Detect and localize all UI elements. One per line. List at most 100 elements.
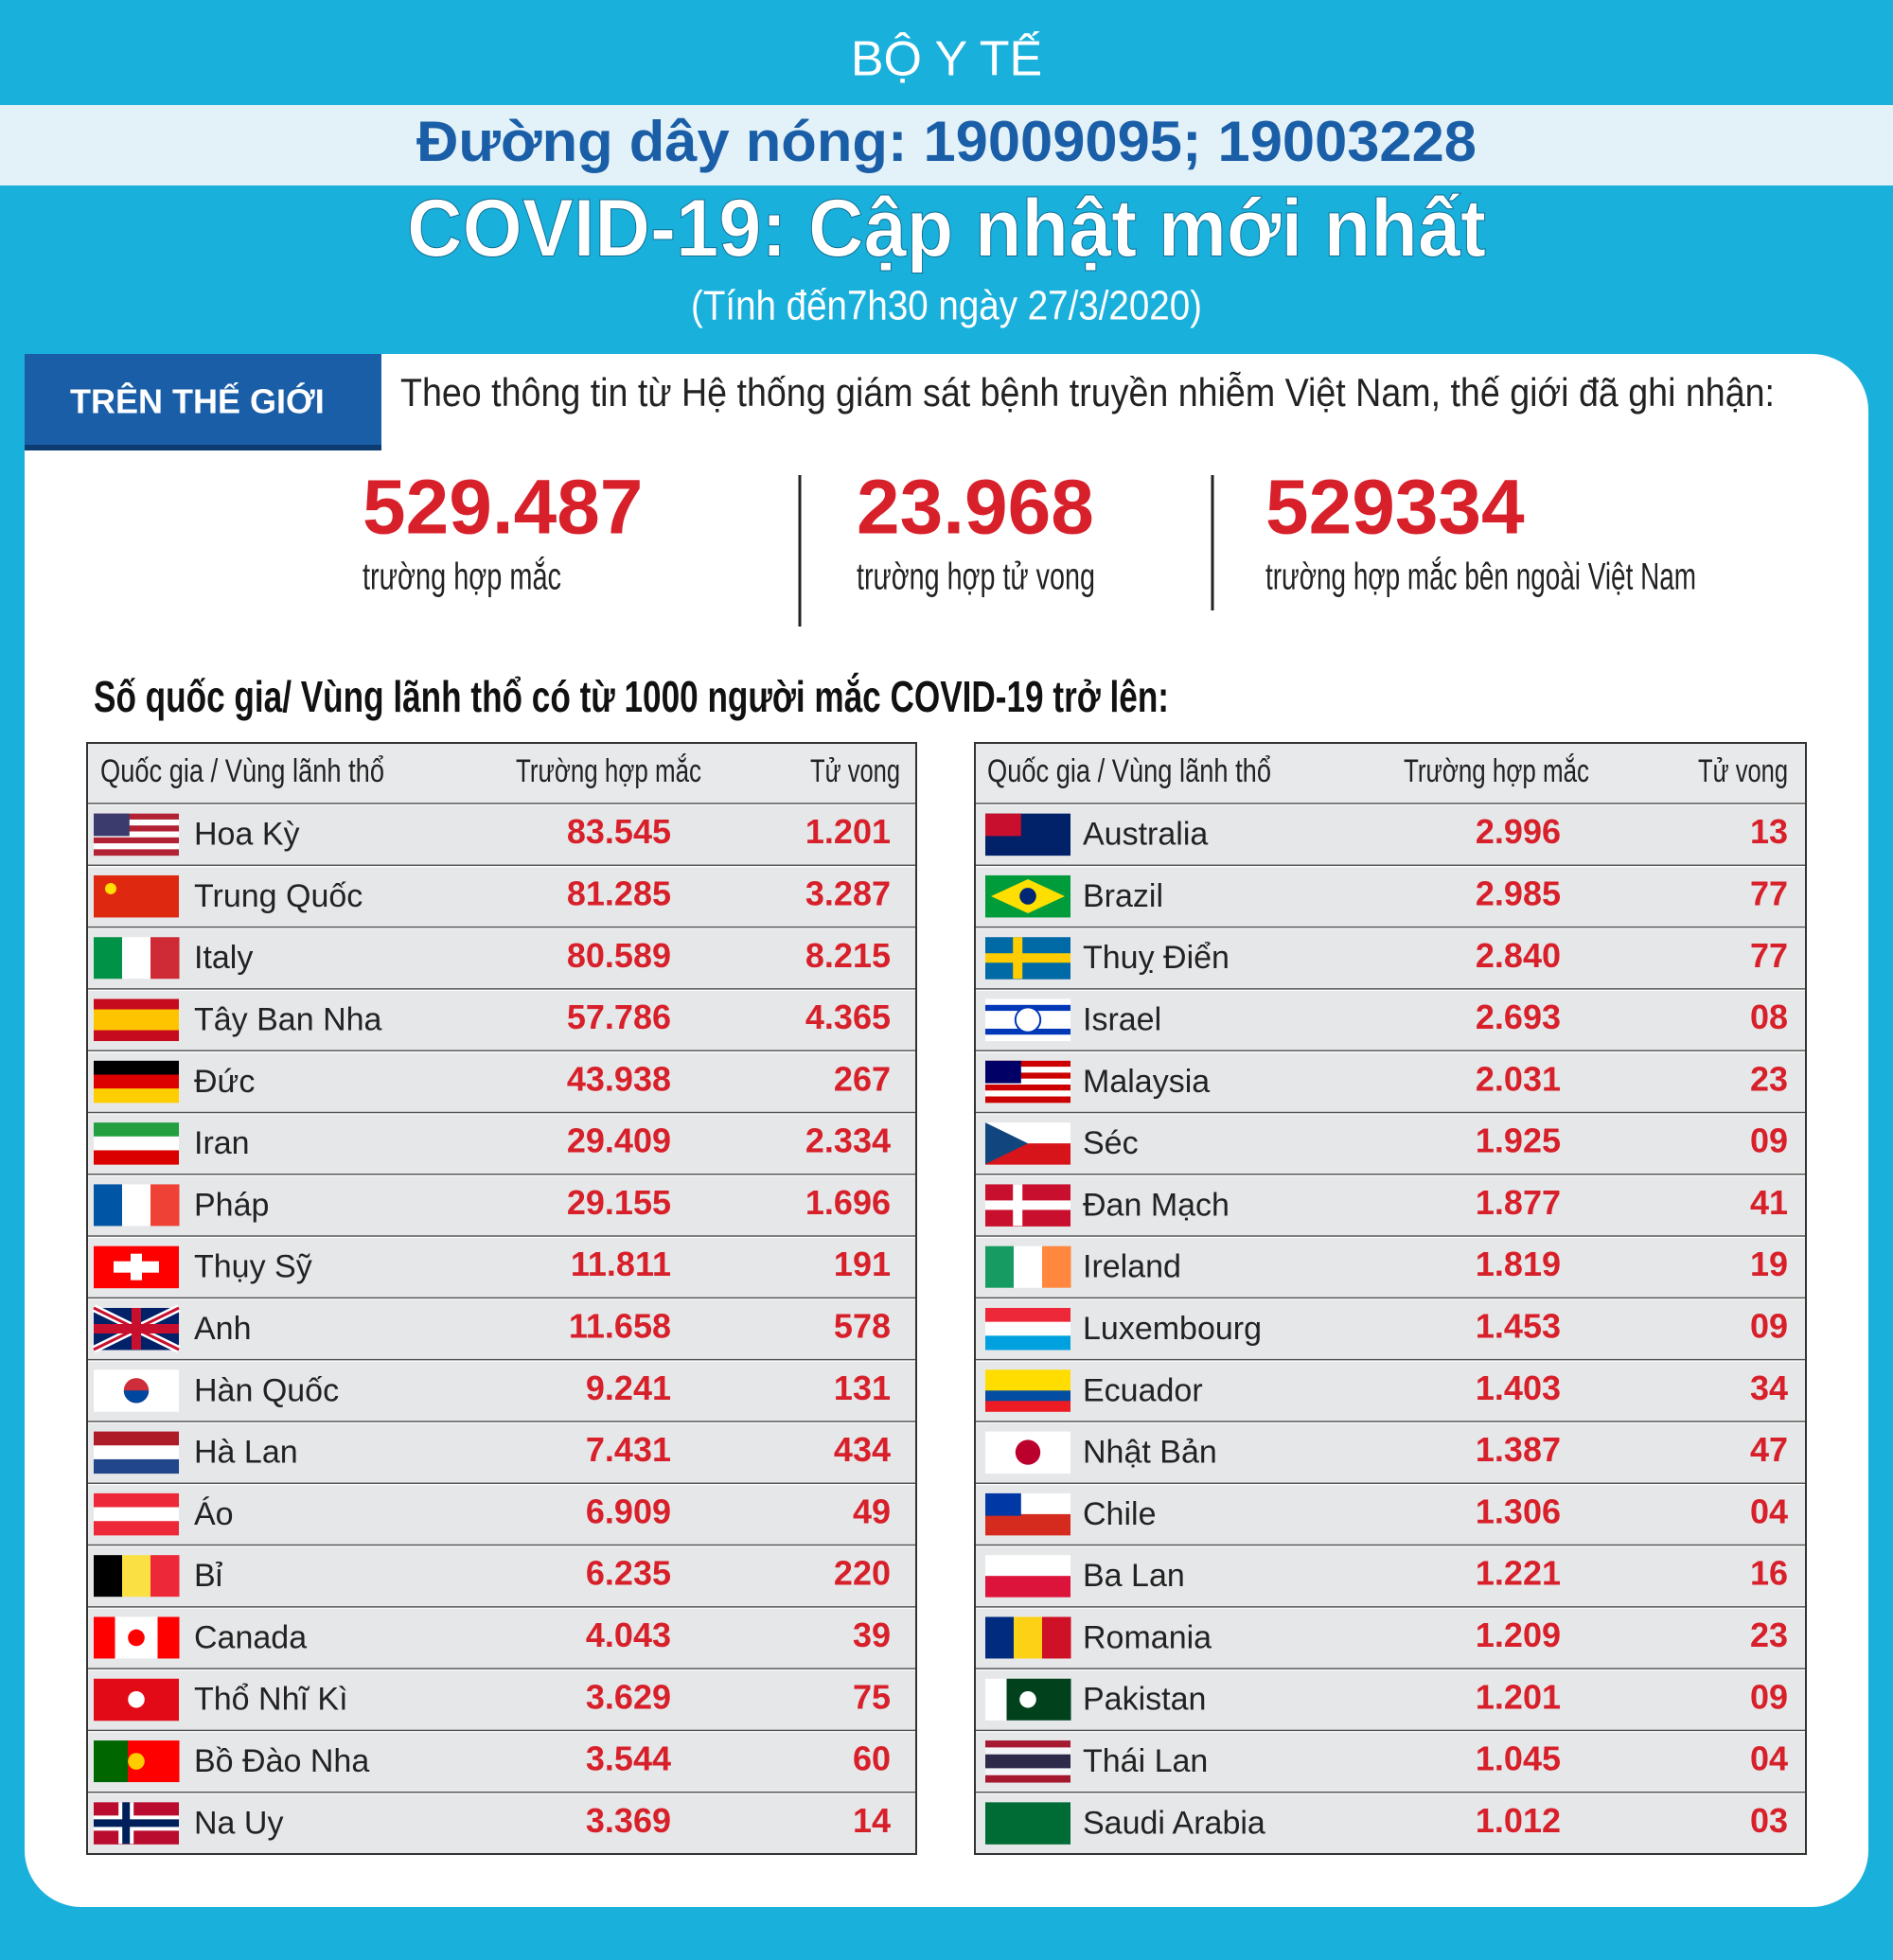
flag-stripe bbox=[94, 937, 123, 980]
flag-star bbox=[105, 882, 116, 894]
table-row bbox=[87, 1546, 916, 1606]
flag-stripe bbox=[985, 1090, 1070, 1098]
flag-stripe bbox=[150, 937, 180, 980]
flag bbox=[92, 1304, 181, 1353]
flag bbox=[985, 1802, 1070, 1845]
flag-stripe bbox=[94, 874, 179, 918]
table-row bbox=[87, 805, 916, 865]
flag-stripe bbox=[985, 1067, 1070, 1073]
cases: 9.241 bbox=[586, 1368, 671, 1407]
table-row bbox=[975, 1114, 1806, 1174]
flag-stripe bbox=[1042, 1616, 1071, 1659]
flag-stripe bbox=[985, 1369, 1070, 1381]
flag-stripe bbox=[94, 837, 179, 844]
flag-stripe bbox=[94, 819, 179, 826]
table-row bbox=[87, 1732, 916, 1792]
flag bbox=[94, 1184, 180, 1227]
country-name: Iran bbox=[194, 1125, 250, 1161]
flag bbox=[94, 1616, 180, 1659]
deaths: 77 bbox=[1750, 936, 1788, 975]
table-row bbox=[87, 1608, 916, 1669]
country-name: Saudi Arabia bbox=[1083, 1805, 1265, 1841]
flag-stripe bbox=[985, 1513, 1070, 1536]
flag-stripe bbox=[985, 1747, 1070, 1756]
flag bbox=[94, 1369, 179, 1412]
stat-value: 529.487 bbox=[363, 465, 643, 551]
flag bbox=[94, 1555, 180, 1598]
table-row bbox=[87, 1299, 916, 1359]
country-name: Hoa Kỳ bbox=[194, 817, 300, 853]
cases: 6.235 bbox=[586, 1554, 671, 1593]
cases: 2.693 bbox=[1476, 998, 1561, 1036]
cases: 3.629 bbox=[586, 1677, 671, 1716]
flag bbox=[94, 874, 179, 918]
deaths: 49 bbox=[853, 1492, 891, 1530]
flag-stripe bbox=[985, 1335, 1070, 1351]
deaths: 1.696 bbox=[805, 1183, 891, 1222]
flag-cross bbox=[985, 953, 1070, 963]
deaths: 1.201 bbox=[805, 812, 891, 851]
flag bbox=[94, 1492, 179, 1536]
deaths: 191 bbox=[834, 1245, 891, 1283]
country-name: Israel bbox=[1083, 1002, 1161, 1038]
cases: 1.925 bbox=[1476, 1121, 1561, 1160]
flag-stripe bbox=[94, 1740, 112, 1783]
deaths: 09 bbox=[1750, 1677, 1788, 1716]
cases: 1.877 bbox=[1476, 1183, 1561, 1222]
flag bbox=[985, 1492, 1070, 1536]
flag-stripe bbox=[94, 825, 179, 833]
flag-stripe bbox=[94, 1521, 179, 1536]
flag bbox=[94, 1245, 179, 1289]
table-row bbox=[87, 867, 916, 927]
table-border bbox=[974, 742, 1807, 1855]
flag-canton bbox=[985, 1060, 1021, 1084]
flag-stripe bbox=[985, 1308, 1070, 1323]
cases: 3.369 bbox=[586, 1801, 671, 1840]
flag-stripe bbox=[94, 813, 179, 821]
flag-stripe bbox=[122, 1184, 151, 1227]
column-header: Tử vong bbox=[1698, 753, 1788, 789]
deaths: 04 bbox=[1750, 1739, 1788, 1778]
flag bbox=[985, 1245, 1071, 1288]
flag-stripe bbox=[94, 831, 179, 839]
country-name: Australia bbox=[1083, 817, 1208, 853]
deaths: 47 bbox=[1750, 1430, 1788, 1469]
flag bbox=[985, 1060, 1070, 1104]
flag-stripe bbox=[1042, 1245, 1071, 1288]
cases: 80.589 bbox=[567, 936, 671, 975]
flag-canton bbox=[985, 813, 1021, 837]
deaths: 77 bbox=[1750, 874, 1788, 912]
flag bbox=[985, 874, 1070, 918]
country-name: Nhật Bản bbox=[1083, 1435, 1217, 1471]
flag-stripe bbox=[145, 1740, 163, 1783]
flag-emblem bbox=[128, 1629, 145, 1647]
deaths: 08 bbox=[1750, 998, 1788, 1036]
flag-stripe bbox=[94, 1009, 179, 1021]
table-row bbox=[975, 867, 1806, 927]
flag-stripe bbox=[150, 1184, 180, 1227]
flag-stripe bbox=[136, 1616, 158, 1659]
flag-stripe bbox=[1014, 1616, 1043, 1659]
hotline-band bbox=[0, 105, 1893, 185]
country-name: Đức bbox=[194, 1064, 255, 1100]
table-row bbox=[87, 1485, 916, 1545]
cases: 1.209 bbox=[1476, 1616, 1561, 1654]
table-row bbox=[975, 1238, 1806, 1298]
country-name: Trung Quốc bbox=[194, 878, 363, 914]
flag-stripe bbox=[122, 1555, 151, 1598]
table-row bbox=[87, 928, 916, 988]
country-name: Hà Lan bbox=[194, 1435, 298, 1471]
cases: 1.306 bbox=[1476, 1492, 1561, 1530]
flag-stripe bbox=[985, 1078, 1070, 1086]
deaths: 3.287 bbox=[805, 874, 891, 912]
table-row bbox=[975, 1299, 1806, 1359]
flag-stripe bbox=[94, 1122, 179, 1138]
cases: 1.012 bbox=[1476, 1801, 1561, 1840]
cases: 43.938 bbox=[567, 1059, 671, 1098]
tab bbox=[25, 354, 381, 450]
flag-stripe bbox=[985, 1034, 1070, 1042]
deaths: 23 bbox=[1750, 1616, 1788, 1654]
flag-stripe bbox=[985, 1390, 1070, 1402]
flag-cross bbox=[94, 1324, 179, 1333]
flag-emblem bbox=[1014, 1006, 1042, 1033]
